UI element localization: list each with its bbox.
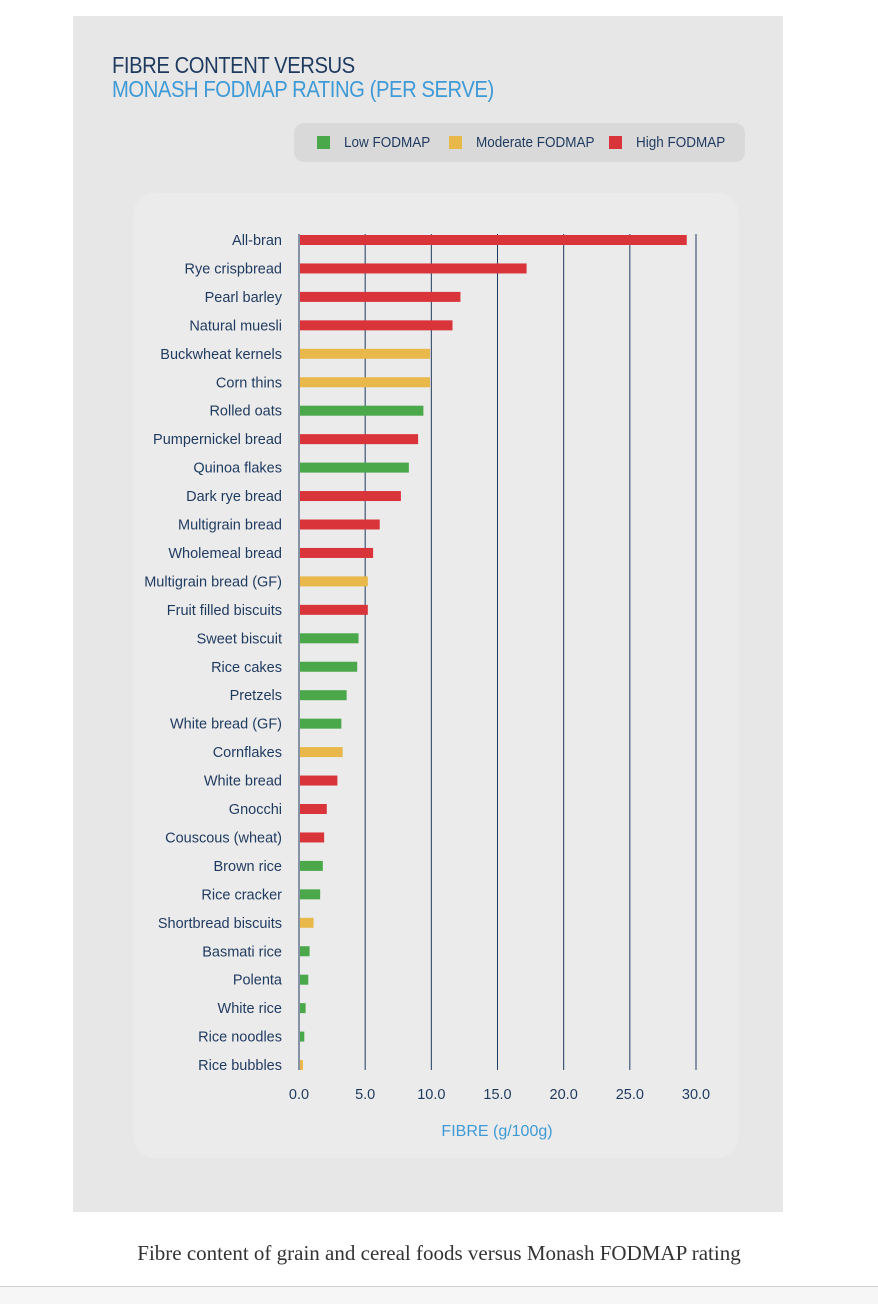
bar-18: [300, 747, 343, 758]
legend-item-low: Low FODMAP: [317, 134, 440, 151]
x-tick-label-3: 15.0: [483, 1087, 511, 1103]
category-label-14: Sweet biscuit: [197, 631, 282, 647]
legend-label-moderate: Moderate FODMAP: [476, 134, 595, 151]
bar-6: [300, 405, 424, 416]
category-label-28: Rice noodles: [198, 1030, 282, 1046]
category-label-1: Rye crispbread: [184, 261, 282, 277]
bar-20: [300, 804, 327, 814]
chart-subtitle: MONASH FODMAP RATING (PER SERVE): [112, 76, 494, 102]
legend-label-low: Low FODMAP: [344, 134, 431, 151]
bar-11: [300, 547, 374, 558]
x-tick-label-5: 25.0: [616, 1087, 644, 1103]
figure-caption: Fibre content of grain and cereal foods …: [137, 1241, 741, 1265]
bar-25: [300, 946, 310, 957]
bar-19: [300, 775, 338, 786]
x-tick-label-6: 30.0: [682, 1087, 710, 1103]
bar-29: [300, 1060, 303, 1071]
bar-9: [300, 491, 401, 502]
legend-label-high: High FODMAP: [636, 134, 726, 151]
category-label-7: Pumpernickel bread: [153, 432, 282, 448]
category-label-17: White bread (GF): [170, 717, 282, 733]
bar-26: [300, 974, 309, 985]
bar-8: [300, 462, 409, 473]
bar-7: [300, 434, 419, 445]
bar-28: [300, 1031, 305, 1042]
category-label-15: Rice cakes: [211, 660, 282, 676]
category-label-26: Polenta: [233, 973, 283, 989]
bar-12: [300, 576, 368, 587]
category-label-29: Rice bubbles: [198, 1058, 282, 1074]
x-tick-label-4: 20.0: [550, 1087, 578, 1103]
legend-item-high: High FODMAP: [609, 134, 735, 151]
category-label-6: Rolled oats: [209, 404, 282, 420]
bar-chart: All-bran Rye crispbread Pearl barley Natura…: [144, 233, 710, 1140]
category-label-13: Fruit filled biscuits: [167, 603, 282, 619]
category-label-18: Cornflakes: [213, 745, 282, 761]
x-tick-label-1: 5.0: [355, 1087, 375, 1103]
category-label-11: Wholemeal bread: [168, 546, 282, 562]
bar-23: [300, 889, 321, 900]
bar-24: [300, 917, 314, 928]
bar-4: [300, 348, 431, 359]
category-label-25: Basmati rice: [202, 944, 282, 960]
page-footer-strip: [0, 1287, 878, 1304]
chart-title: FIBRE CONTENT VERSUS: [112, 52, 355, 78]
category-label-5: Corn thins: [216, 375, 282, 391]
bar-5: [300, 377, 431, 388]
bar-16: [300, 690, 347, 701]
category-label-16: Pretzels: [230, 688, 282, 704]
x-axis-label: FIBRE (g/100g): [441, 1123, 552, 1140]
category-label-9: Dark rye bread: [186, 489, 282, 505]
legend-item-moderate: Moderate FODMAP: [449, 134, 608, 151]
category-label-21: Couscous (wheat): [165, 830, 282, 846]
chart-legend: Low FODMAP Moderate FODMAP High FODMAP: [294, 123, 745, 162]
category-label-20: Gnocchi: [229, 802, 282, 818]
bar-10: [300, 519, 380, 530]
bar-17: [300, 718, 342, 729]
bar-14: [300, 633, 359, 644]
bar-13: [300, 604, 368, 615]
legend-swatch-moderate: [449, 136, 462, 149]
category-label-12: Multigrain bread (GF): [144, 574, 282, 590]
bar-3: [300, 320, 453, 331]
category-label-22: Brown rice: [214, 859, 283, 875]
category-label-24: Shortbread biscuits: [158, 916, 282, 932]
plot-panel: [133, 193, 739, 1158]
category-label-23: Rice cracker: [201, 887, 282, 903]
category-label-2: Pearl barley: [205, 290, 283, 306]
chart-card: FIBRE CONTENT VERSUS MONASH FODMAP RATIN…: [73, 16, 783, 1212]
bar-22: [300, 860, 323, 871]
category-label-3: Natural muesli: [189, 318, 282, 334]
divider: [0, 1286, 878, 1287]
bar-2: [300, 291, 461, 302]
bar-27: [300, 1003, 306, 1014]
category-label-10: Multigrain bread: [178, 518, 282, 534]
category-label-0: All-bran: [232, 233, 282, 249]
category-label-19: White bread: [204, 774, 282, 790]
x-tick-label-0: 0.0: [289, 1087, 309, 1103]
legend-swatch-high: [609, 136, 622, 149]
bar-0: [300, 235, 687, 245]
legend-swatch-low: [317, 136, 330, 149]
x-tick-label-2: 10.0: [417, 1087, 445, 1103]
category-label-27: White rice: [218, 1001, 282, 1017]
bar-21: [300, 832, 325, 843]
bar-1: [300, 263, 527, 274]
bar-15: [300, 661, 358, 672]
category-label-4: Buckwheat kernels: [160, 347, 282, 363]
category-label-8: Quinoa flakes: [193, 461, 282, 477]
